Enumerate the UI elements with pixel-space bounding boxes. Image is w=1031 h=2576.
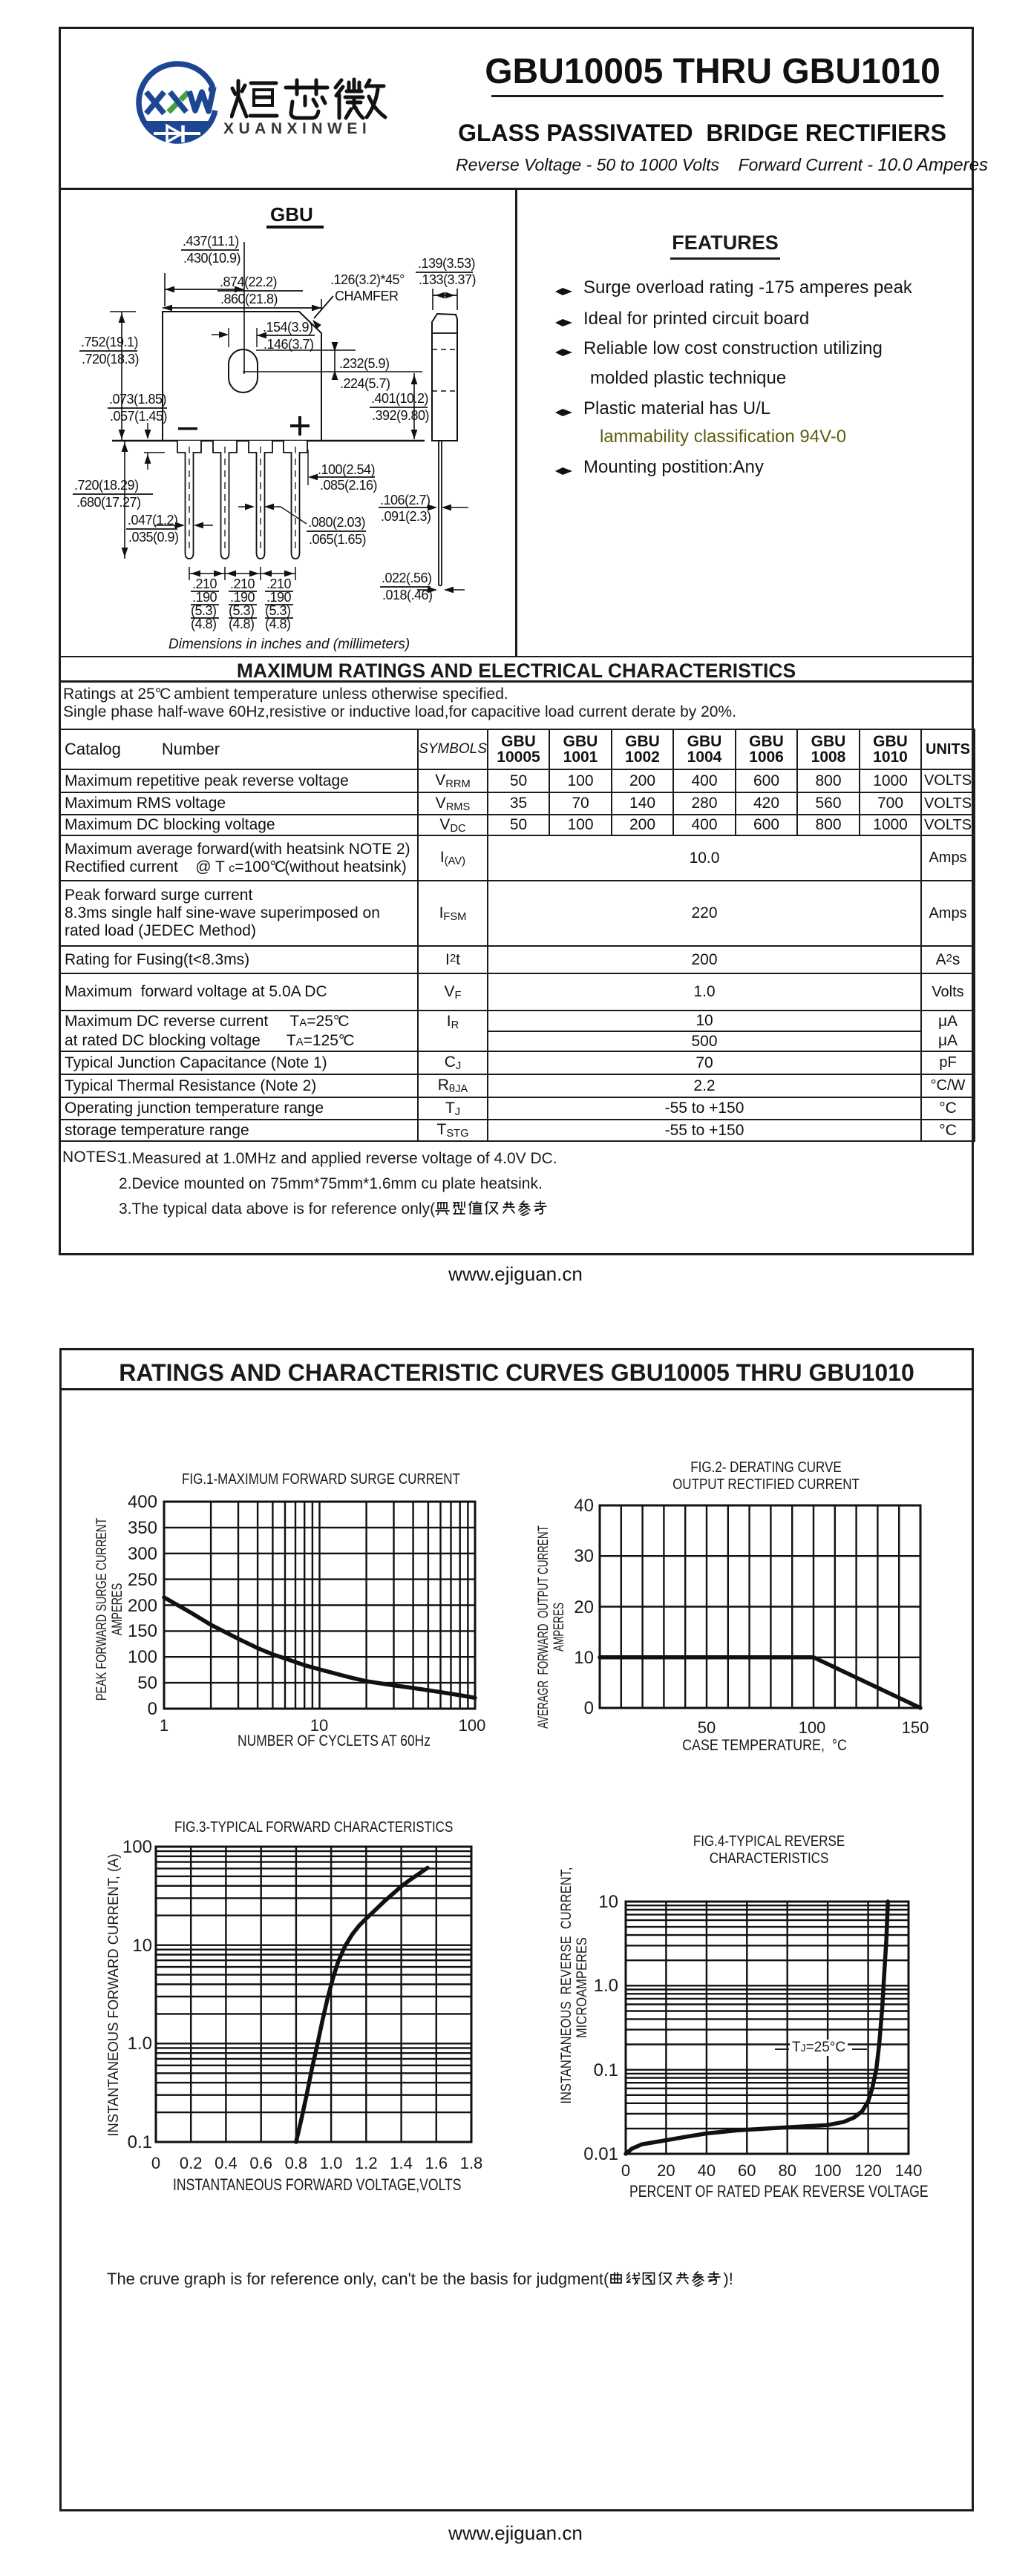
- svg-text:.224(5.7): .224(5.7): [340, 376, 390, 391]
- svg-text:.080(2.03): .080(2.03): [308, 515, 365, 530]
- svg-text:Dimensions in inches and (mill: Dimensions in inches and (millimeters): [168, 637, 410, 652]
- svg-text:.146(3.7): .146(3.7): [264, 337, 314, 352]
- svg-text:.430(10.9): .430(10.9): [183, 251, 240, 266]
- svg-text:.680(17.27): .680(17.27): [76, 495, 141, 510]
- svg-text:.139(3.53): .139(3.53): [418, 256, 475, 271]
- svg-text:(5.3): (5.3): [191, 603, 217, 618]
- svg-text:.720(18.3): .720(18.3): [82, 352, 139, 367]
- svg-text:(5.3): (5.3): [265, 603, 291, 618]
- svg-text:GBU: GBU: [270, 203, 313, 226]
- svg-text:.022(.56): .022(.56): [382, 571, 432, 585]
- svg-text:.057(1.45): .057(1.45): [110, 409, 167, 424]
- svg-text:.210: .210: [230, 576, 255, 591]
- svg-text:(5.3): (5.3): [229, 603, 255, 618]
- svg-text:.752(19.1): .752(19.1): [81, 335, 138, 349]
- svg-text:.073(1.85): .073(1.85): [109, 392, 166, 407]
- svg-text:.100(2.54): .100(2.54): [318, 462, 375, 477]
- svg-text:.065(1.65): .065(1.65): [309, 532, 366, 547]
- svg-text:.860(21.8): .860(21.8): [220, 292, 278, 306]
- svg-text:.874(22.2): .874(22.2): [220, 275, 277, 289]
- svg-text:.190: .190: [230, 590, 255, 605]
- svg-text:.401(10.2): .401(10.2): [371, 391, 428, 406]
- svg-text:.106(2.7): .106(2.7): [380, 493, 431, 507]
- svg-text:.018(.46): .018(.46): [382, 588, 433, 602]
- svg-text:.190: .190: [192, 590, 217, 605]
- svg-text:.232(5.9): .232(5.9): [339, 356, 390, 371]
- svg-text:(4.8): (4.8): [229, 617, 255, 631]
- svg-text:.154(3.9): .154(3.9): [263, 320, 313, 335]
- svg-text:(4.8): (4.8): [265, 617, 291, 631]
- svg-text:.126(3.2)*45°: .126(3.2)*45°: [330, 272, 405, 287]
- svg-text:.720(18.29): .720(18.29): [74, 478, 139, 493]
- svg-text:.035(0.9): .035(0.9): [128, 530, 179, 545]
- svg-text:.085(2.16): .085(2.16): [320, 478, 377, 493]
- svg-text:.392(9.80): .392(9.80): [372, 408, 429, 423]
- svg-text:.437(11.1): .437(11.1): [183, 234, 239, 249]
- svg-text:.133(3.37): .133(3.37): [419, 272, 476, 287]
- svg-text:.091(2.3): .091(2.3): [381, 509, 431, 524]
- svg-text:(4.8): (4.8): [191, 617, 217, 631]
- svg-text:.210: .210: [192, 576, 217, 591]
- svg-text:.190: .190: [266, 590, 292, 605]
- svg-text:.210: .210: [266, 576, 292, 591]
- svg-text:.047(1.2): .047(1.2): [128, 513, 178, 528]
- svg-text:CHAMFER: CHAMFER: [335, 289, 399, 303]
